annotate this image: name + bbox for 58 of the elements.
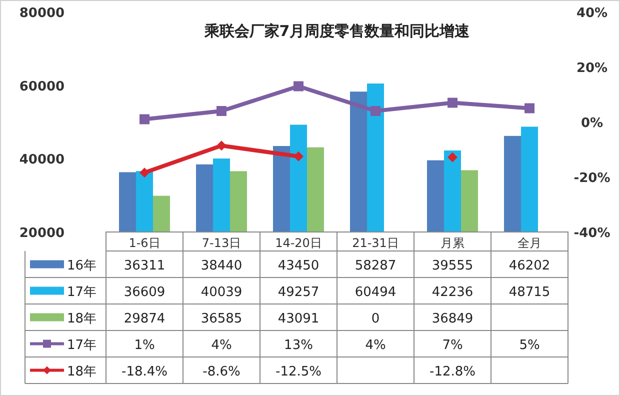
x-tick-label: 14-20日 [275, 236, 322, 250]
x-tick-label: 7-13日 [202, 236, 242, 250]
point [140, 168, 150, 178]
data-label: 36609 [124, 284, 166, 300]
data-label: 58287 [354, 258, 396, 274]
data-label: 13% [284, 338, 313, 353]
data-label: 4% [211, 338, 232, 353]
legend-label: 18年 [67, 364, 97, 380]
x-tick-label: 21-31日 [352, 236, 399, 250]
point [294, 81, 304, 92]
data-label: 49257 [278, 284, 320, 300]
y2-tick-label: 40% [576, 6, 608, 21]
data-label: -8.6% [202, 364, 240, 380]
legend-label: 17年 [67, 338, 97, 353]
data-label: 42236 [432, 284, 474, 300]
legend-label: 17年 [67, 284, 97, 300]
data-label: 48715 [508, 284, 550, 300]
x-tick-label: 1-6日 [128, 236, 160, 250]
data-label: 29874 [124, 311, 166, 326]
legend-label: 18年 [67, 311, 97, 326]
data-label: 39555 [432, 258, 474, 274]
y-tick-label: 40000 [19, 152, 65, 168]
point [216, 140, 226, 151]
data-label: 1% [134, 338, 155, 353]
data-label: 46202 [508, 258, 550, 274]
y2-tick-label: 20% [576, 61, 608, 76]
y-tick-label: 60000 [19, 79, 65, 94]
point [140, 114, 150, 124]
data-label: -18.4% [122, 364, 168, 380]
data-label: 43450 [278, 258, 320, 274]
data-label: 36311 [124, 258, 166, 274]
y2-tick-label: 0% [580, 116, 604, 131]
y2-tick-label: -20% [574, 171, 610, 186]
data-label: 40039 [200, 284, 242, 300]
data-label: -12.5% [276, 364, 322, 380]
text: 0 [371, 311, 380, 326]
x-tick-label: 全月 [518, 236, 542, 250]
data-label: 7% [442, 338, 463, 353]
data-label: -12.8% [430, 364, 476, 380]
data-label: 4% [365, 338, 386, 353]
point [524, 103, 534, 114]
point [448, 98, 458, 108]
y-tick-label: 80000 [19, 6, 65, 21]
data-label: 60494 [354, 284, 396, 300]
text: 乘联会厂家7月周度零售数量和同比增速 [203, 22, 471, 40]
data-label: 36585 [200, 311, 242, 326]
point [216, 106, 226, 116]
point [294, 151, 304, 162]
point [448, 152, 458, 162]
data-label: 43091 [278, 311, 320, 326]
data-label: 36849 [432, 311, 474, 326]
x-tick-label: 月累 [440, 236, 464, 250]
data-label: 5% [519, 338, 540, 353]
data-label: 38440 [200, 258, 242, 274]
legend-label: 16年 [67, 258, 97, 274]
point [370, 106, 380, 116]
y2-tick-label: -40% [574, 226, 610, 241]
y-tick-label: 20000 [19, 226, 65, 241]
